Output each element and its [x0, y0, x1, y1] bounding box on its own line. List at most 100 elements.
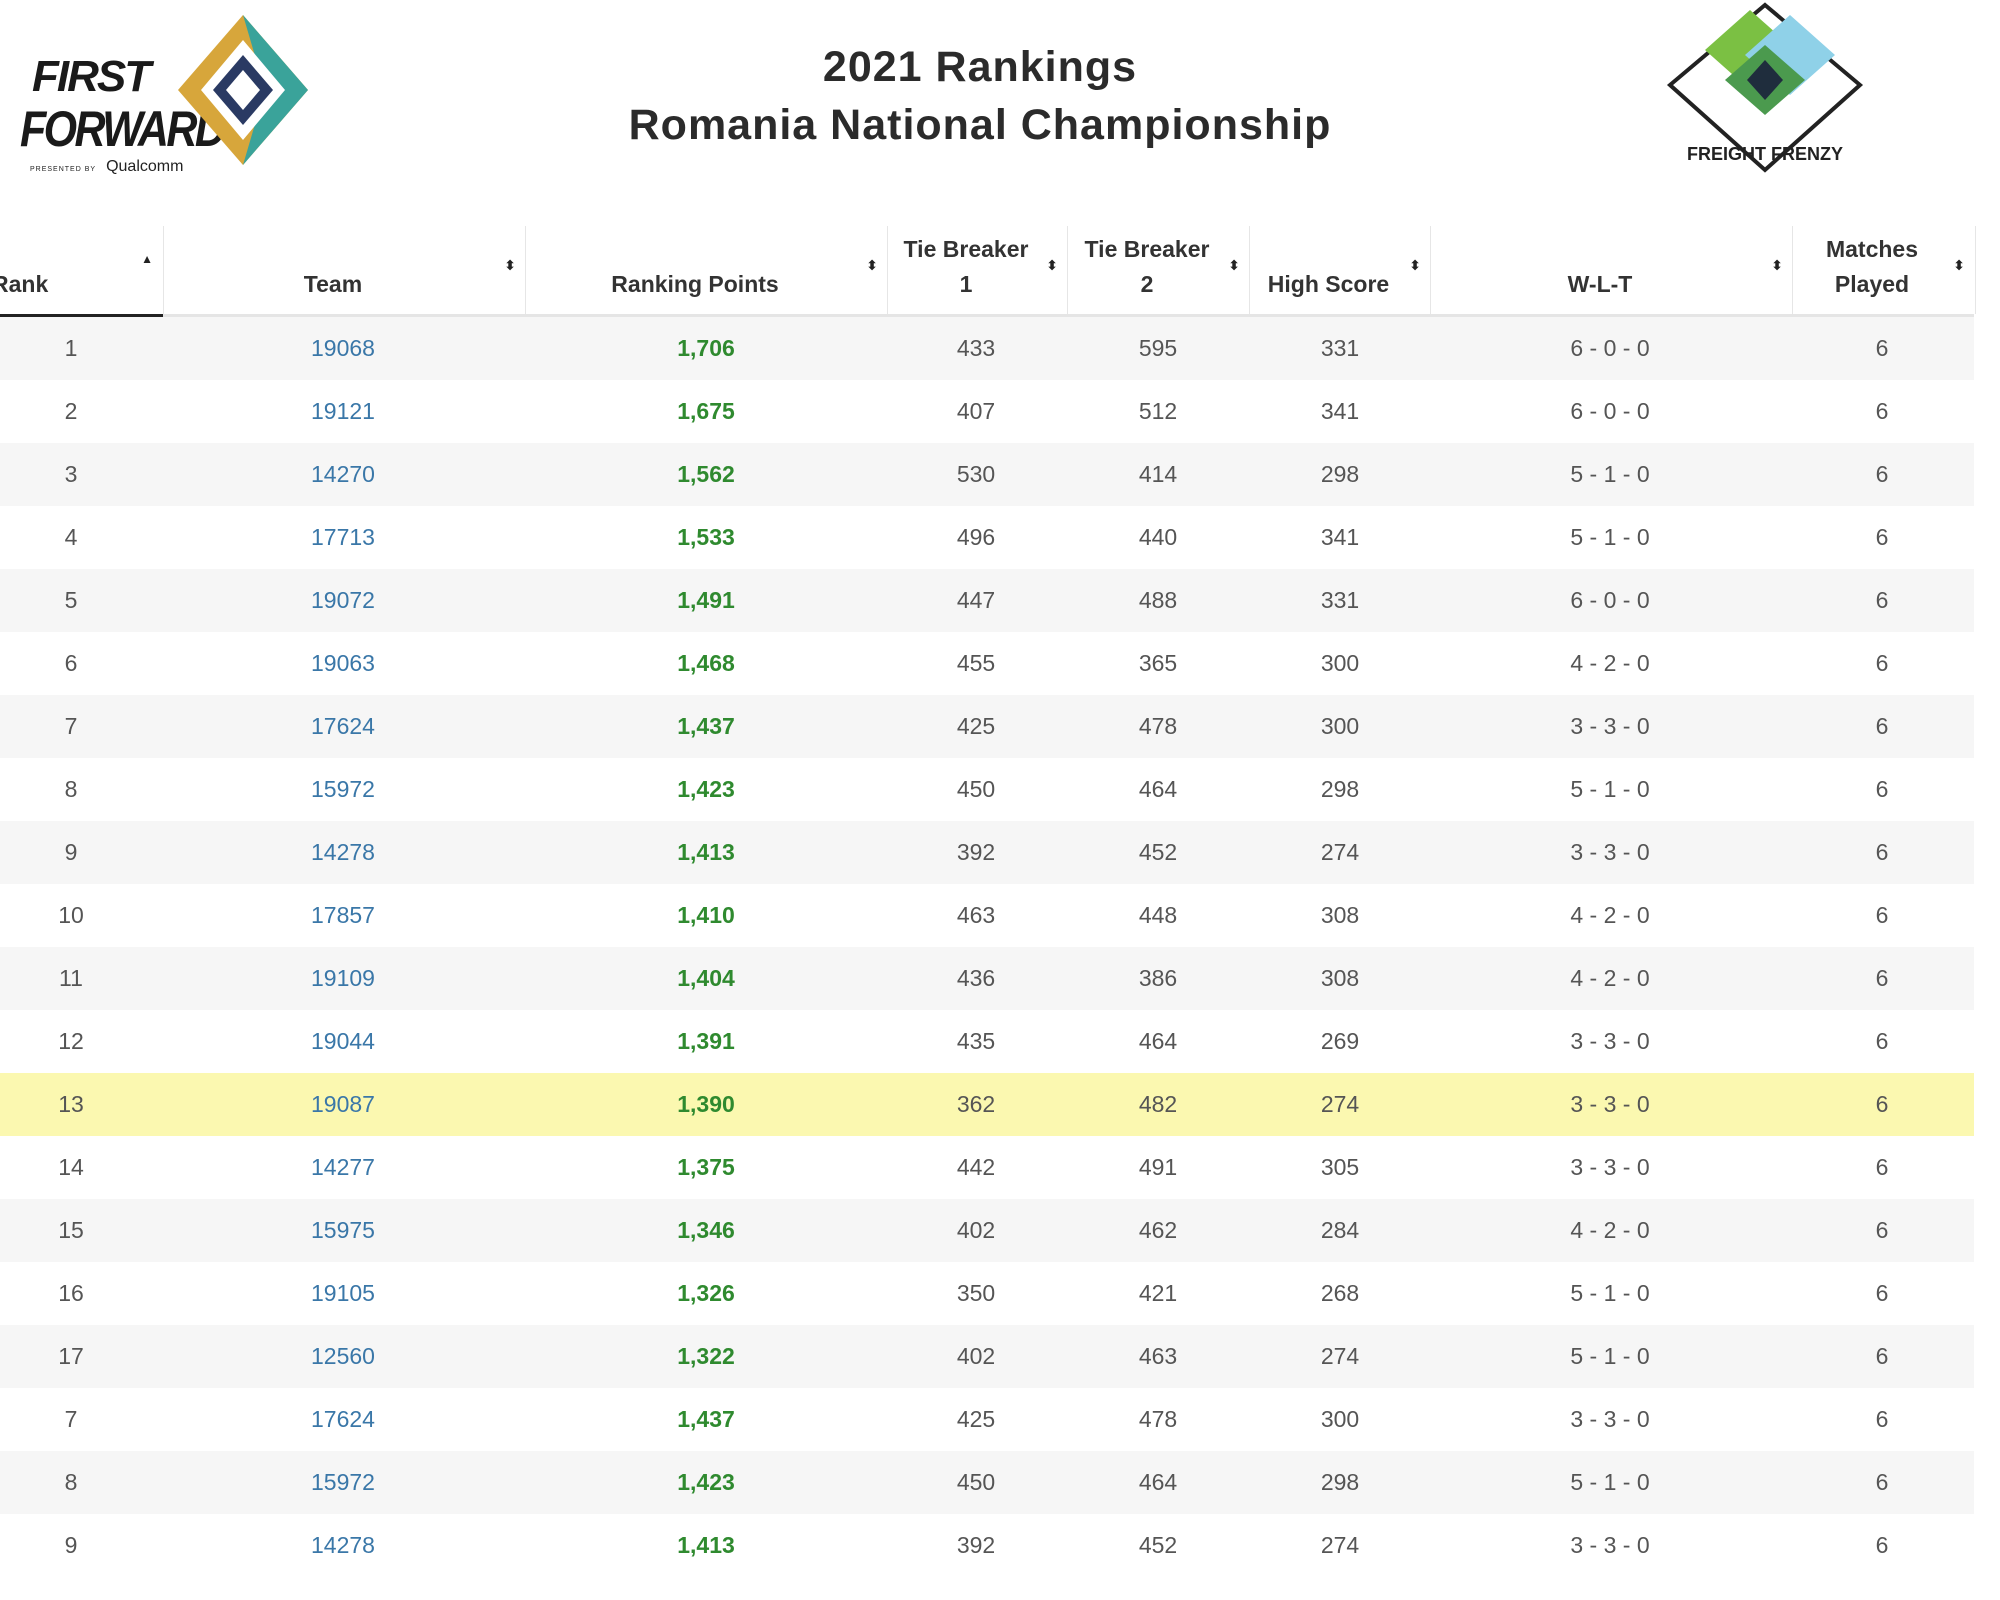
team-number-link[interactable]: 17624 — [311, 713, 375, 739]
tie-breaker-2-cell: 414 — [1138, 461, 1178, 487]
tie-breaker-1-cell: 407 — [956, 398, 996, 424]
column-header-team[interactable]: Team ⬍ — [163, 226, 526, 314]
high-score-cell: 298 — [1320, 461, 1360, 487]
table-row: 8 15972 1,423 450 464 298 5 - 1 - 0 6 — [0, 1451, 1974, 1514]
rank-cell: 7 — [64, 713, 78, 739]
rank-cell: 5 — [64, 587, 78, 613]
high-score-cell: 308 — [1320, 902, 1360, 928]
high-score-cell: 341 — [1320, 398, 1360, 424]
team-number-link[interactable]: 19121 — [311, 398, 375, 424]
column-header-tie-breaker-2[interactable]: Tie Breaker 2 ⬍ — [1067, 226, 1250, 314]
team-number-link[interactable]: 19068 — [311, 335, 375, 361]
sort-ascending-icon: ▲ — [141, 252, 153, 266]
high-score-cell: 308 — [1320, 965, 1360, 991]
tie-breaker-1-cell: 455 — [956, 650, 996, 676]
team-number-link[interactable]: 19063 — [311, 650, 375, 676]
ranking-points-cell: 1,533 — [677, 524, 735, 550]
sponsor-name: Qualcomm — [106, 158, 184, 175]
column-header-tb1-line1: Tie Breaker — [903, 236, 1029, 262]
high-score-cell: 331 — [1320, 587, 1360, 613]
team-number-link[interactable]: 17713 — [311, 524, 375, 550]
team-number-link[interactable]: 19087 — [311, 1091, 375, 1117]
team-number-link[interactable]: 15972 — [311, 776, 375, 802]
table-row: 3 14270 1,562 530 414 298 5 - 1 - 0 6 — [0, 443, 1974, 506]
team-number-link[interactable]: 15975 — [311, 1217, 375, 1243]
table-row: 13 19087 1,390 362 482 274 3 - 3 - 0 6 — [0, 1073, 1974, 1136]
wlt-record-cell: 5 - 1 - 0 — [1570, 776, 1650, 802]
page-title-line2: Romania National Championship — [628, 101, 1332, 149]
high-score-cell: 274 — [1320, 1091, 1360, 1117]
column-header-ranking-points[interactable]: Ranking Points ⬍ — [525, 226, 888, 314]
wlt-record-cell: 6 - 0 - 0 — [1570, 335, 1650, 361]
tie-breaker-2-cell: 595 — [1138, 335, 1178, 361]
tie-breaker-1-cell: 436 — [956, 965, 996, 991]
tie-breaker-2-cell: 452 — [1138, 1532, 1178, 1558]
team-number-link[interactable]: 19072 — [311, 587, 375, 613]
ranking-points-cell: 1,437 — [677, 713, 735, 739]
ranking-points-cell: 1,423 — [677, 776, 735, 802]
matches-played-cell: 6 — [1875, 1154, 1889, 1180]
tie-breaker-2-cell: 421 — [1138, 1280, 1178, 1306]
tie-breaker-2-cell: 464 — [1138, 1469, 1178, 1495]
first-forward-emblem-icon — [178, 15, 308, 165]
presented-by-text: PRESENTED BY — [30, 166, 97, 173]
tie-breaker-2-cell: 488 — [1138, 587, 1178, 613]
team-number-link[interactable]: 14278 — [311, 839, 375, 865]
tie-breaker-2-cell: 462 — [1138, 1217, 1178, 1243]
rank-cell: 16 — [58, 1280, 84, 1306]
rank-cell: 9 — [64, 839, 78, 865]
team-number-link[interactable]: 17624 — [311, 1406, 375, 1432]
tie-breaker-2-cell: 464 — [1138, 776, 1178, 802]
tie-breaker-2-cell: 512 — [1138, 398, 1178, 424]
logo-word-first: FIRST — [32, 52, 151, 101]
rank-cell: 11 — [59, 965, 83, 991]
ranking-points-cell: 1,410 — [677, 902, 735, 928]
team-number-link[interactable]: 19105 — [311, 1280, 375, 1306]
team-number-link[interactable]: 14270 — [311, 461, 375, 487]
team-number-link[interactable]: 12560 — [311, 1343, 375, 1369]
wlt-record-cell: 5 - 1 - 0 — [1570, 524, 1650, 550]
column-header-mp-line1: Matches — [1825, 236, 1919, 262]
table-row: 7 17624 1,437 425 478 300 3 - 3 - 0 6 — [0, 695, 1974, 758]
ranking-points-cell: 1,706 — [677, 335, 735, 361]
team-number-link[interactable]: 15972 — [311, 1469, 375, 1495]
wlt-record-cell: 3 - 3 - 0 — [1570, 1406, 1650, 1432]
team-number-link[interactable]: 19109 — [311, 965, 375, 991]
matches-played-cell: 6 — [1875, 776, 1889, 802]
tie-breaker-2-cell: 365 — [1138, 650, 1178, 676]
rank-cell: 13 — [58, 1091, 84, 1117]
column-header-tb2-line2: 2 — [1140, 271, 1154, 297]
column-header-tie-breaker-1[interactable]: Tie Breaker 1 ⬍ — [887, 226, 1068, 314]
team-number-link[interactable]: 17857 — [311, 902, 375, 928]
ranking-points-cell: 1,423 — [677, 1469, 735, 1495]
sort-toggle-icon: ⬍ — [1771, 257, 1783, 273]
sort-toggle-icon: ⬍ — [1228, 257, 1240, 273]
column-header-wlt[interactable]: W-L-T ⬍ — [1430, 226, 1793, 314]
matches-played-cell: 6 — [1875, 1343, 1889, 1369]
column-header-tb2-line1: Tie Breaker — [1084, 236, 1210, 262]
wlt-record-cell: 6 - 0 - 0 — [1570, 398, 1650, 424]
team-number-link[interactable]: 14278 — [311, 1532, 375, 1558]
rank-cell: 12 — [58, 1028, 84, 1054]
high-score-cell: 300 — [1320, 1406, 1360, 1432]
tie-breaker-1-cell: 442 — [956, 1154, 996, 1180]
matches-played-cell: 6 — [1875, 1280, 1889, 1306]
high-score-cell: 300 — [1320, 650, 1360, 676]
column-header-high-score[interactable]: High Score ⬍ — [1249, 226, 1431, 314]
table-row: 7 17624 1,437 425 478 300 3 - 3 - 0 6 — [0, 1388, 1974, 1451]
tie-breaker-2-cell: 478 — [1138, 1406, 1178, 1432]
high-score-cell: 274 — [1320, 839, 1360, 865]
rank-cell: 3 — [64, 461, 78, 487]
column-header-rank[interactable]: Rank ▲ — [0, 226, 163, 317]
matches-played-cell: 6 — [1875, 1532, 1889, 1558]
high-score-cell: 274 — [1320, 1532, 1360, 1558]
matches-played-cell: 6 — [1875, 713, 1889, 739]
rank-cell: 10 — [58, 902, 84, 928]
wlt-record-cell: 3 - 3 - 0 — [1570, 1091, 1650, 1117]
high-score-cell: 298 — [1320, 776, 1360, 802]
team-number-link[interactable]: 14277 — [311, 1154, 375, 1180]
team-number-link[interactable]: 19044 — [311, 1028, 375, 1054]
wlt-record-cell: 6 - 0 - 0 — [1570, 587, 1650, 613]
column-header-matches-played[interactable]: Matches Played ⬍ — [1792, 226, 1976, 314]
wlt-record-cell: 3 - 3 - 0 — [1570, 1154, 1650, 1180]
